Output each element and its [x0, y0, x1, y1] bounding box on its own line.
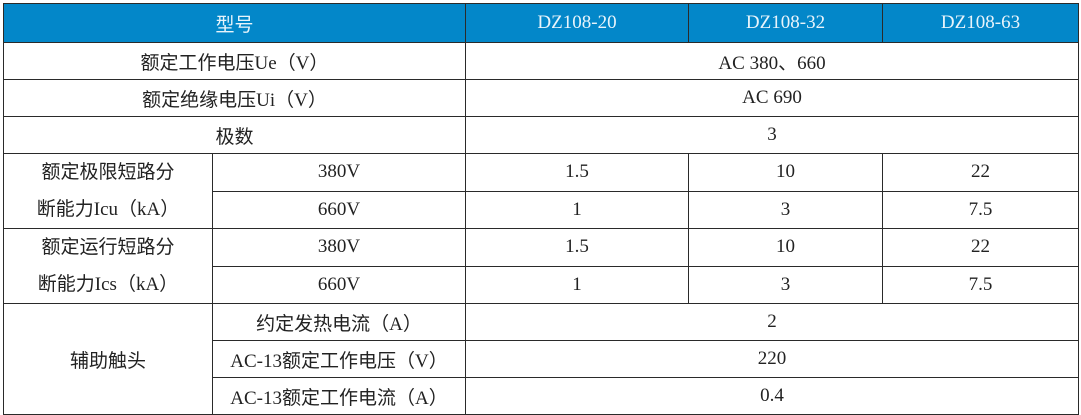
value-cell: 3 [688, 265, 883, 304]
value-cell: 1.5 [465, 228, 689, 267]
table-row: 极数 3 [3, 116, 1079, 154]
table-row: 额定工作电压Ue（V） AC 380、660 [3, 42, 1079, 80]
ics-label: 额定运行短路分 断能力Ics（kA） [3, 228, 213, 304]
row-value: AC 380、660 [465, 42, 1079, 80]
header-model: DZ108-20 [465, 3, 689, 43]
table-row: 额定绝缘电压Ui（V） AC 690 [3, 79, 1079, 117]
spec-table: 型号 DZ108-20 DZ108-32 DZ108-63 额定工作电压Ue（V… [3, 3, 1079, 415]
table-row: 额定运行短路分 断能力Ics（kA） 380V 1.5 10 22 [3, 228, 1079, 304]
value-cell: 10 [688, 228, 883, 267]
header-model: DZ108-32 [688, 3, 883, 43]
aux-label: 辅助触头 [3, 303, 213, 415]
icu-label: 额定极限短路分 断能力Icu（kA） [3, 153, 213, 229]
value-cell: 10 [688, 153, 883, 192]
header-model-label: 型号 [3, 3, 466, 43]
table-row: 额定极限短路分 断能力Icu（kA） 380V 1.5 10 22 [3, 153, 1079, 229]
value-cell: 1 [465, 265, 689, 304]
table-row: 辅助触头 约定发热电流（A） 2 [3, 303, 1079, 415]
aux-sub-label: AC-13额定工作电流（A） [212, 377, 466, 415]
header-row: 型号 DZ108-20 DZ108-32 DZ108-63 [3, 3, 1079, 43]
voltage-cell: 660V [212, 190, 466, 229]
value-cell: 1 [465, 190, 689, 229]
value-cell: 1.5 [465, 153, 689, 192]
value-cell: 7.5 [882, 190, 1079, 229]
label-line: 额定极限短路分 [41, 162, 175, 183]
aux-value: 220 [465, 340, 1079, 378]
aux-value: 0.4 [465, 377, 1079, 415]
table-row: 660V 1 3 7.5 [4, 265, 1079, 304]
label-line: 额定运行短路分 [41, 237, 175, 258]
row-label: 额定绝缘电压Ui（V） [3, 79, 466, 117]
voltage-cell: 380V [212, 228, 466, 267]
table-row: AC-13额定工作电流（A） 0.4 [4, 377, 1079, 415]
header-model: DZ108-63 [882, 3, 1079, 43]
row-value: 3 [465, 116, 1079, 154]
table-row: 660V 1 3 7.5 [4, 190, 1079, 229]
row-label: 极数 [3, 116, 466, 154]
label-line: 断能力Ics（kA） [37, 274, 179, 295]
value-cell: 22 [882, 228, 1079, 267]
value-cell: 7.5 [882, 265, 1079, 304]
aux-sub-label: 约定发热电流（A） [212, 303, 466, 341]
label-line: 断能力Icu（kA） [36, 199, 180, 220]
aux-sub-label: AC-13额定工作电压（V） [212, 340, 466, 378]
row-value: AC 690 [465, 79, 1079, 117]
value-cell: 3 [688, 190, 883, 229]
aux-value: 2 [465, 303, 1079, 341]
voltage-cell: 380V [212, 153, 466, 192]
voltage-cell: 660V [212, 265, 466, 304]
row-label: 额定工作电压Ue（V） [3, 42, 466, 80]
value-cell: 22 [882, 153, 1079, 192]
